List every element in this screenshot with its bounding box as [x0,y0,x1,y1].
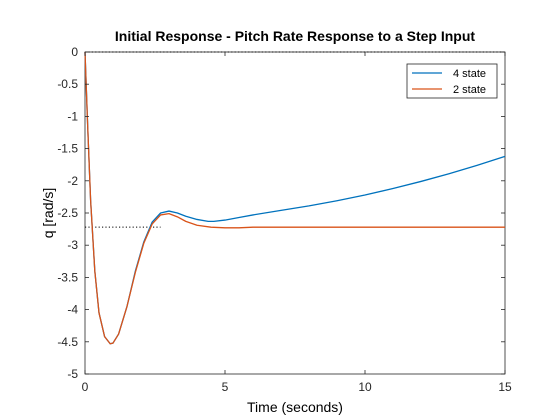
y-tick-label: -5 [67,367,78,381]
y-axis-label: q [rad/s] [40,188,56,239]
legend-label-2-state: 2 state [453,84,486,96]
legend-label-4-state: 4 state [453,68,486,80]
y-tick-label: -1.5 [57,142,78,156]
y-tick-label: 0 [71,45,78,59]
y-tick-label: -2.5 [57,206,78,220]
x-axis-label: Time (seconds) [247,399,343,415]
x-tick-label: 15 [498,380,512,394]
x-tick-label: 10 [358,380,372,394]
y-tick-label: -3.5 [57,270,78,284]
plot-area [85,52,505,374]
chart-title: Initial Response - Pitch Rate Response t… [115,28,476,44]
y-tick-label: -4.5 [57,335,78,349]
legend: 4 state 2 state [407,64,497,98]
x-tick-label: 0 [82,380,89,394]
y-tick-label: -2 [67,174,78,188]
y-tick-label: -3 [67,238,78,252]
y-tick-label: -1 [67,109,78,123]
x-tick-label: 5 [222,380,229,394]
y-tick-label: -0.5 [57,77,78,91]
y-tick-label: -4 [67,303,78,317]
